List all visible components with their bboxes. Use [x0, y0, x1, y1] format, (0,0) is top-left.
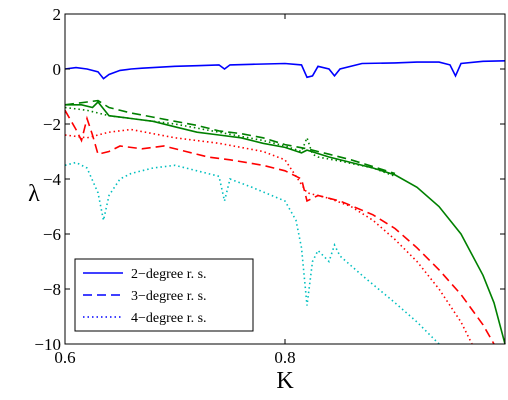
- legend: 2−degree r. s. 3−degree r. s. 4−degree r. …: [75, 259, 253, 331]
- y-tick-label: −4: [43, 170, 62, 189]
- legend-label: 2−degree r. s.: [131, 267, 207, 282]
- y-tick-label: −10: [34, 335, 61, 354]
- y-tick-label: −8: [43, 280, 61, 299]
- legend-label: 3−degree r. s.: [131, 289, 207, 304]
- series-line-4: [65, 108, 395, 177]
- legend-label: 4−degree r. s.: [131, 311, 207, 326]
- y-tick-label: 2: [53, 5, 62, 24]
- x-axis-label: K: [276, 368, 294, 394]
- x-tick-label: 0.8: [274, 348, 295, 367]
- y-tick-label: −6: [43, 225, 61, 244]
- y-tick-label: 0: [53, 60, 62, 79]
- y-axis-label: λ: [28, 181, 40, 207]
- series-line-1: [65, 61, 505, 79]
- y-tick-label: −2: [43, 115, 61, 134]
